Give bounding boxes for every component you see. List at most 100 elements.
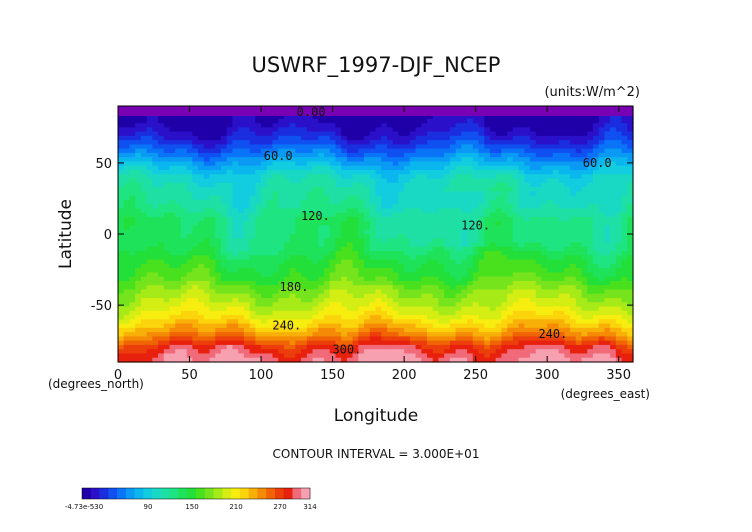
heatmap-cell xyxy=(535,229,543,235)
heatmap-cell xyxy=(598,263,605,269)
heatmap-cell xyxy=(512,285,520,291)
heatmap-cell xyxy=(152,135,159,141)
heatmap-cell xyxy=(564,161,571,167)
heatmap-cell xyxy=(535,336,543,342)
heatmap-cell xyxy=(386,174,394,180)
heatmap-cell xyxy=(524,315,531,320)
heatmap-cell xyxy=(564,255,571,261)
heatmap-cell xyxy=(604,327,611,333)
heatmap-cell xyxy=(478,259,485,265)
heatmap-cell xyxy=(175,212,182,218)
heatmap-cell xyxy=(158,195,165,201)
heatmap-cell xyxy=(118,310,125,316)
heatmap-cell xyxy=(175,174,182,180)
heatmap-cell xyxy=(312,289,319,295)
heatmap-cell xyxy=(524,161,531,167)
heatmap-cell xyxy=(610,336,617,342)
heatmap-cell xyxy=(535,289,543,295)
heatmap-cell xyxy=(570,327,577,333)
heatmap-cell xyxy=(129,195,136,201)
heatmap-cell xyxy=(512,114,520,120)
heatmap-cell xyxy=(512,246,520,252)
heatmap-cell xyxy=(364,208,371,214)
heatmap-cell xyxy=(341,229,348,235)
heatmap-cell xyxy=(375,204,382,209)
heatmap-cell xyxy=(243,242,251,248)
heatmap-cell xyxy=(238,123,245,128)
heatmap-cell xyxy=(318,187,325,192)
heatmap-cell xyxy=(312,157,319,163)
heatmap-cell xyxy=(507,225,514,231)
heatmap-cell xyxy=(163,327,171,333)
heatmap-cell xyxy=(386,327,394,333)
heatmap-cell xyxy=(472,152,480,158)
heatmap-cell xyxy=(209,199,216,205)
heatmap-cell xyxy=(352,195,359,201)
heatmap-cell xyxy=(438,327,445,333)
heatmap-cell xyxy=(592,170,600,175)
heatmap-cell xyxy=(501,251,508,256)
heatmap-cell xyxy=(564,306,571,312)
heatmap-cell xyxy=(215,157,222,163)
heatmap-cell xyxy=(564,336,571,342)
heatmap-cell xyxy=(615,182,623,188)
heatmap-cell xyxy=(478,293,485,299)
heatmap-cell xyxy=(472,114,480,120)
heatmap-cell xyxy=(352,140,359,145)
heatmap-cell xyxy=(255,161,262,167)
heatmap-cell xyxy=(484,174,491,180)
heatmap-cell xyxy=(575,114,583,120)
heatmap-cell xyxy=(455,195,462,201)
heatmap-cell xyxy=(449,255,457,261)
heatmap-cell xyxy=(398,195,405,201)
heatmap-cell xyxy=(530,114,537,120)
heatmap-cell xyxy=(432,123,440,128)
heatmap-cell xyxy=(129,255,136,261)
heatmap-cell xyxy=(507,182,514,188)
heatmap-cell xyxy=(238,340,245,346)
heatmap-cell xyxy=(318,165,325,171)
heatmap-cell xyxy=(558,174,565,180)
heatmap-cell xyxy=(398,285,405,291)
heatmap-cell xyxy=(364,123,371,128)
heatmap-cell xyxy=(404,327,411,333)
heatmap-cell xyxy=(415,216,422,222)
heatmap-cell xyxy=(427,135,434,141)
heatmap-cell xyxy=(198,242,205,248)
heatmap-cell xyxy=(501,225,508,231)
heatmap-cell xyxy=(364,306,371,312)
heatmap-cell xyxy=(175,170,182,175)
heatmap-cell xyxy=(238,310,245,316)
heatmap-cell xyxy=(272,225,279,231)
heatmap-cell xyxy=(329,285,337,291)
heatmap-cell xyxy=(243,208,251,214)
heatmap-cell xyxy=(152,259,159,265)
heatmap-cell xyxy=(615,323,623,329)
heatmap-cell xyxy=(381,170,388,175)
heatmap-cell xyxy=(318,123,325,128)
heatmap-cell xyxy=(226,157,234,163)
heatmap-cell xyxy=(432,246,440,252)
heatmap-cell xyxy=(478,131,485,137)
heatmap-cell xyxy=(175,191,182,197)
heatmap-cell xyxy=(169,255,176,261)
heatmap-cell xyxy=(135,161,142,167)
heatmap-cell xyxy=(444,187,451,192)
heatmap-cell xyxy=(346,195,354,201)
heatmap-cell xyxy=(221,165,228,171)
heatmap-cell xyxy=(118,315,125,320)
heatmap-cell xyxy=(575,187,583,192)
heatmap-cell xyxy=(209,285,216,291)
heatmap-cell xyxy=(192,225,199,231)
heatmap-cell xyxy=(478,152,485,158)
heatmap-cell xyxy=(163,251,171,256)
heatmap-cell xyxy=(123,118,131,124)
heatmap-cell xyxy=(175,336,182,342)
heatmap-cell xyxy=(266,280,274,286)
heatmap-cell xyxy=(146,144,153,150)
heatmap-cell xyxy=(478,114,485,120)
heatmap-cell xyxy=(335,170,342,175)
heatmap-cell xyxy=(283,144,291,150)
heatmap-cell xyxy=(495,191,502,197)
heatmap-cell xyxy=(564,114,571,120)
